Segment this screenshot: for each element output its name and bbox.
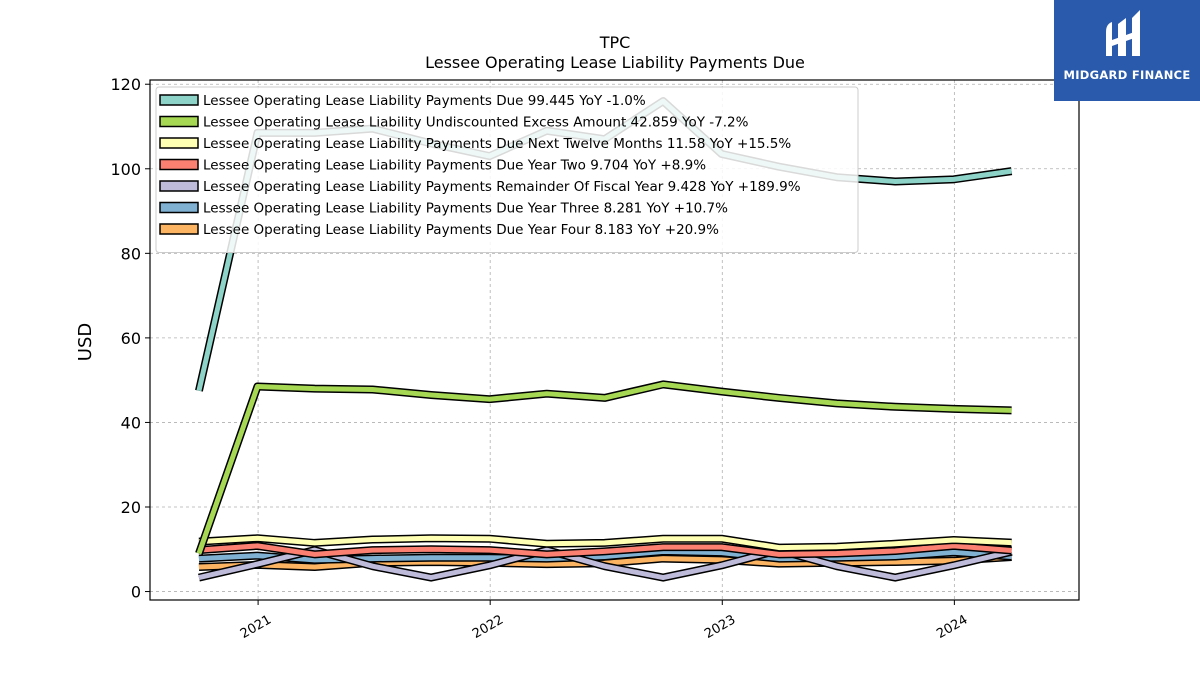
y-tick-label: 100 xyxy=(110,160,141,179)
legend-swatch xyxy=(159,115,199,128)
midgard-finance-logo: MIDGARD FINANCE xyxy=(1054,0,1200,101)
series-line-outline xyxy=(195,380,1012,555)
series-line xyxy=(195,380,1012,555)
legend-item: Lessee Operating Lease Liability Payment… xyxy=(159,179,801,195)
legend-box xyxy=(155,86,859,253)
y-tick-label: 60 xyxy=(121,329,141,348)
logo-text: MIDGARD FINANCE xyxy=(1063,68,1191,82)
series-line-fill xyxy=(196,381,1012,555)
legend-item: Lessee Operating Lease Liability Payment… xyxy=(159,222,719,238)
legend-swatch xyxy=(159,223,199,235)
logo-mark-icon xyxy=(1106,10,1140,56)
x-tick-label: 2022 xyxy=(470,612,506,642)
y-tick-label: 80 xyxy=(121,244,141,263)
legend-swatch xyxy=(159,180,199,192)
series-line xyxy=(198,534,1012,552)
y-tick-label: 20 xyxy=(121,498,141,517)
legend-label: Lessee Operating Lease Liability Payment… xyxy=(203,222,719,238)
y-tick-label: 120 xyxy=(110,75,141,94)
y-axis-label: USD xyxy=(75,323,96,361)
legend-item: Lessee Operating Lease Liability Payment… xyxy=(159,201,728,217)
legend-item: Lessee Operating Lease Liability Undisco… xyxy=(159,115,749,131)
legend-swatch xyxy=(159,137,199,149)
legend-label: Lessee Operating Lease Liability Payment… xyxy=(203,93,646,109)
x-tick-label: 2021 xyxy=(238,612,274,642)
legend-label: Lessee Operating Lease Liability Undisco… xyxy=(203,115,749,131)
legend-swatch xyxy=(159,201,199,214)
series-line-fill xyxy=(198,543,1012,557)
legend-label: Lessee Operating Lease Liability Payment… xyxy=(203,136,791,152)
legend-label: Lessee Operating Lease Liability Payment… xyxy=(203,179,801,195)
legend-item: Lessee Operating Lease Liability Payment… xyxy=(159,93,646,109)
y-tick-label: 0 xyxy=(131,583,141,602)
x-tick-label: 2023 xyxy=(702,612,738,642)
legend: Lessee Operating Lease Liability Payment… xyxy=(155,86,859,253)
series-line xyxy=(198,541,1012,559)
legend-swatch xyxy=(159,158,199,171)
series-line-fill xyxy=(198,535,1012,551)
legend-item: Lessee Operating Lease Liability Payment… xyxy=(159,136,791,152)
chart-subtitle: Lessee Operating Lease Liability Payment… xyxy=(425,53,805,72)
chart-title: TPC xyxy=(599,33,631,52)
legend-item: Lessee Operating Lease Liability Payment… xyxy=(159,158,706,174)
plot-frame xyxy=(149,79,1080,601)
y-tick-label: 40 xyxy=(121,413,141,432)
legend-label: Lessee Operating Lease Liability Payment… xyxy=(203,201,728,217)
x-tick-label: 2024 xyxy=(934,612,970,642)
legend-label: Lessee Operating Lease Liability Payment… xyxy=(203,158,706,174)
legend-swatch xyxy=(159,94,199,106)
grid xyxy=(150,80,1079,600)
